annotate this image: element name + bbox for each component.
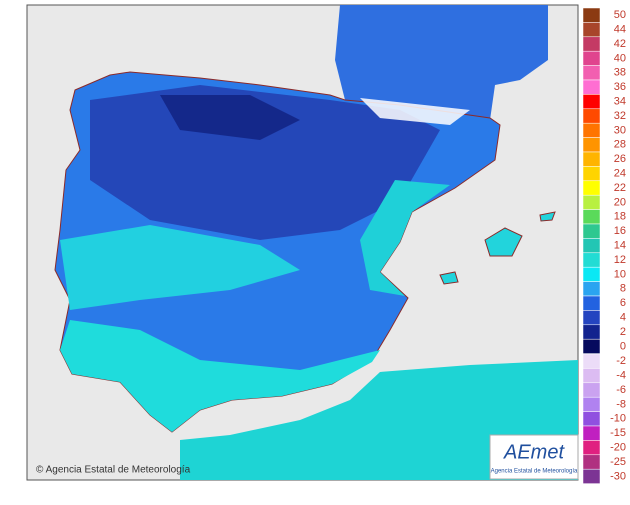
legend-label: 14	[614, 240, 626, 252]
legend-swatch	[582, 324, 601, 340]
warm-south	[60, 320, 380, 432]
legend-label: 4	[620, 312, 626, 324]
legend-label: 24	[614, 168, 626, 180]
legend-label: -20	[610, 442, 626, 454]
legend-label: 42	[614, 38, 626, 50]
legend-swatch	[582, 252, 601, 268]
legend-label: 40	[614, 52, 626, 64]
legend-label: 30	[614, 124, 626, 136]
legend-label: -6	[616, 384, 626, 396]
legend-label: -4	[616, 370, 626, 382]
legend-swatch	[582, 151, 601, 167]
cold-core	[160, 95, 300, 140]
legend-label: 16	[614, 225, 626, 237]
legend-label: 6	[620, 297, 626, 309]
legend-swatch	[582, 194, 601, 210]
legend-swatch	[582, 22, 601, 38]
legend-label: 10	[614, 268, 626, 280]
legend-label: 18	[614, 211, 626, 223]
mallorca	[484, 227, 523, 257]
legend-label: 32	[614, 110, 626, 122]
legend-label: -8	[616, 398, 626, 410]
legend-swatch	[582, 454, 601, 470]
credit: © Agencia Estatal de Meteorología	[36, 465, 191, 476]
legend-swatch	[582, 411, 601, 427]
legend-swatch	[582, 368, 601, 384]
warm-south-west	[60, 225, 300, 310]
legend-swatch	[582, 310, 601, 326]
legend-swatch	[582, 166, 601, 182]
legend-swatch	[582, 468, 601, 484]
legend-label: 38	[614, 67, 626, 79]
legend-swatch	[582, 65, 601, 81]
legend-swatch	[582, 353, 601, 369]
legend-label: 2	[620, 326, 626, 338]
legend-label: -30	[610, 470, 626, 482]
legend-swatch	[582, 50, 601, 66]
legend-swatch	[582, 382, 601, 398]
legend-swatch	[582, 396, 601, 412]
legend-label: 44	[614, 24, 626, 36]
legend-swatch	[582, 425, 601, 441]
legend-swatch	[582, 79, 601, 95]
logo-box	[489, 434, 579, 480]
legend-swatch	[582, 36, 601, 52]
legend-label: -15	[610, 427, 626, 439]
warm-east-coast	[360, 180, 450, 296]
legend-swatch	[582, 108, 601, 124]
legend-swatch	[582, 281, 601, 297]
legend-swatch	[582, 7, 601, 23]
logo-subtitle: Agencia Estatal de Meteorología	[491, 469, 578, 475]
legend-swatch	[582, 137, 601, 153]
legend-label: 50	[614, 9, 626, 21]
legend-swatch	[582, 122, 601, 138]
legend-label: 26	[614, 153, 626, 165]
legend-label: 22	[614, 182, 626, 194]
legend: 5044424038363432302826242220181614121086…	[582, 7, 626, 484]
legend-swatch	[582, 440, 601, 456]
legend-swatch	[582, 238, 601, 254]
legend-label: 36	[614, 81, 626, 93]
south-sea-area	[180, 360, 578, 480]
legend-swatch	[582, 266, 601, 282]
legend-label: -25	[610, 456, 626, 468]
pyrenees-snow	[360, 98, 470, 125]
legend-swatch	[582, 295, 601, 311]
menorca	[539, 211, 556, 222]
legend-label: 8	[620, 283, 626, 295]
north-data-area	[335, 5, 548, 120]
legend-swatch	[582, 209, 601, 225]
legend-label: -10	[610, 413, 626, 425]
legend-label: 28	[614, 139, 626, 151]
legend-label: 20	[614, 196, 626, 208]
legend-label: 12	[614, 254, 626, 266]
legend-label: 34	[614, 96, 626, 108]
logo-brand: AEmet	[503, 441, 565, 463]
legend-swatch	[582, 180, 601, 196]
ibiza	[439, 271, 459, 285]
legend-swatch	[582, 94, 601, 110]
legend-swatch	[582, 338, 601, 354]
legend-label: 0	[620, 340, 626, 352]
legend-swatch	[582, 223, 601, 239]
legend-label: -2	[616, 355, 626, 367]
